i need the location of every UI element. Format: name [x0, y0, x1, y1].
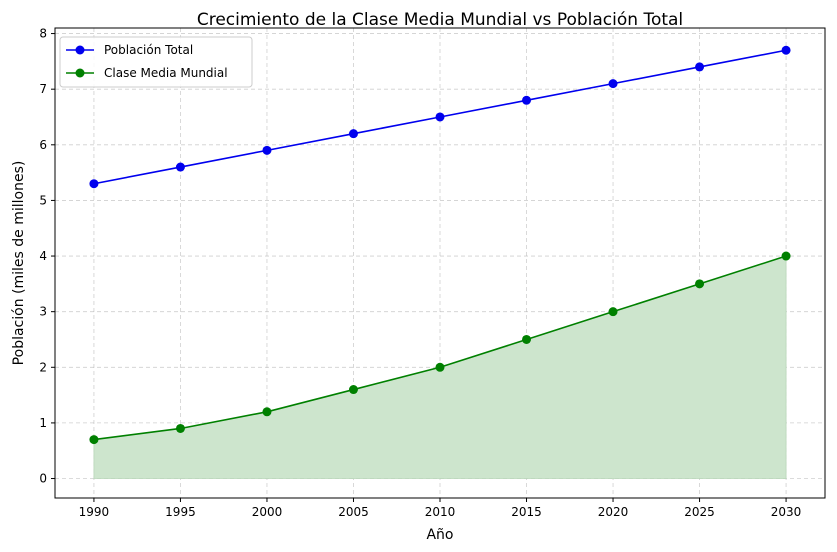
point-clase-media-mundial-2005 — [348, 385, 358, 395]
point-poblacion-total-2020 — [608, 79, 618, 89]
legend-marker-clase-media-mundial — [75, 68, 85, 78]
x-tick-label-1990: 1990 — [79, 505, 110, 519]
x-tick-label-2030: 2030 — [771, 505, 802, 519]
x-tick-label-2010: 2010 — [425, 505, 456, 519]
legend-marker-poblacion-total — [75, 45, 85, 55]
x-tick-label-2025: 2025 — [684, 505, 715, 519]
point-poblacion-total-2005 — [348, 129, 358, 139]
point-poblacion-total-2010 — [435, 112, 445, 122]
point-clase-media-mundial-2000 — [262, 407, 272, 417]
x-axis-label: Año — [426, 527, 453, 543]
legend-label-clase-media-mundial: Clase Media Mundial — [104, 66, 228, 80]
y-tick-label-7: 7 — [39, 82, 47, 96]
legend-box — [59, 36, 253, 88]
y-tick-label-8: 8 — [39, 27, 47, 41]
y-tick-label-0: 0 — [39, 472, 47, 486]
point-clase-media-mundial-2025 — [695, 279, 705, 289]
x-tick-label-2020: 2020 — [598, 505, 629, 519]
point-poblacion-total-2000 — [262, 145, 272, 155]
legend-label-poblacion-total: Población Total — [104, 43, 193, 57]
y-axis-ticks: 0 1 2 3 4 5 6 7 8 — [39, 27, 55, 486]
x-tick-label-2000: 2000 — [252, 505, 283, 519]
x-tick-label-2005: 2005 — [338, 505, 369, 519]
x-tick-label-2015: 2015 — [511, 505, 542, 519]
y-tick-label-6: 6 — [39, 138, 47, 152]
point-clase-media-mundial-2030 — [781, 251, 791, 261]
y-tick-label-4: 4 — [39, 249, 47, 263]
y-tick-label-1: 1 — [39, 416, 47, 430]
series-points — [89, 45, 791, 445]
point-clase-media-mundial-2015 — [522, 334, 532, 344]
y-tick-label-2: 2 — [39, 360, 47, 374]
point-poblacion-total-1990 — [89, 179, 99, 189]
legend: Población Total Clase Media Mundial — [59, 36, 253, 88]
point-poblacion-total-2025 — [695, 62, 705, 72]
point-poblacion-total-2030 — [781, 45, 791, 55]
x-axis-ticks: 1990 1995 2000 2005 2010 2015 2020 2025 2030 — [79, 498, 802, 519]
chart-title: Crecimiento de la Clase Media Mundial vs… — [197, 10, 683, 30]
point-poblacion-total-1995 — [175, 162, 185, 172]
point-clase-media-mundial-2020 — [608, 307, 618, 317]
y-tick-label-5: 5 — [39, 193, 47, 207]
x-tick-label-1995: 1995 — [165, 505, 196, 519]
y-axis-label: Población (miles de millones) — [11, 161, 27, 366]
point-poblacion-total-2015 — [522, 95, 532, 105]
point-clase-media-mundial-1990 — [89, 435, 99, 445]
y-tick-label-3: 3 — [39, 305, 47, 319]
point-clase-media-mundial-2010 — [435, 362, 445, 372]
point-clase-media-mundial-1995 — [175, 423, 185, 433]
